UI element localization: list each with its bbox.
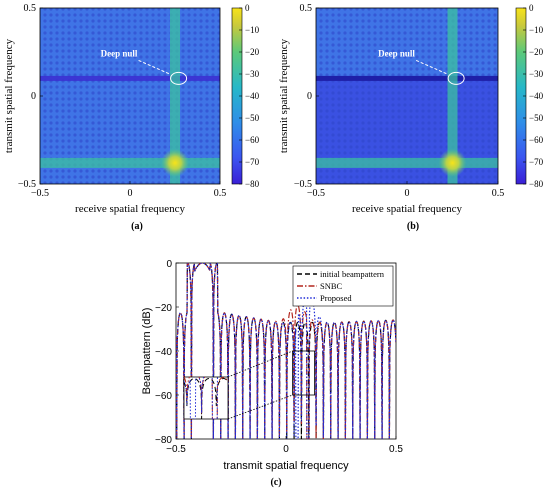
colorbar-tick-label: −60 — [529, 135, 544, 145]
deep-null-label-b: Deep null — [378, 48, 415, 58]
colorbar-tick-label: −60 — [245, 135, 260, 145]
y-axis-label-c: Beampattern (dB) — [141, 308, 153, 395]
y-axis-label-a: transmit spatial frequency — [3, 38, 15, 153]
y-tick-label: −0.5 — [294, 179, 312, 190]
x-tick-labels-b: −0.5 0 0.5 — [307, 181, 504, 199]
x-tick-label: −0.5 — [166, 444, 186, 455]
x-tick-label: 0 — [405, 188, 410, 199]
x-tick-label: 0.5 — [492, 188, 505, 199]
legend-label-1: initial beampattern — [320, 269, 385, 279]
colorbar-tick-label: 0 — [529, 3, 534, 13]
x-tick-labels-c: −0.5 0 0.5 — [166, 436, 403, 455]
inset-series-line-2 — [184, 377, 228, 419]
y-tick-label: −0.5 — [18, 179, 36, 190]
panel-c: initial beampattern SNBC Proposed −0.5 0 0.5… — [141, 259, 403, 488]
deep-null-arrow-b — [415, 59, 449, 75]
x-tick-labels-a: −0.5 0 0.5 — [31, 181, 226, 199]
zoom-connector-top — [227, 350, 293, 378]
y-tick-label: −80 — [155, 435, 172, 446]
y-tick-label: 0 — [166, 259, 172, 270]
heatmap-a-row-band — [40, 157, 220, 168]
heatmap-b-column-band — [447, 8, 458, 184]
colorbar-tick-label: −40 — [245, 91, 260, 101]
colorbar-tick-label: −10 — [529, 25, 544, 35]
y-tick-labels-c: 0 −20 −40 −60 −80 — [155, 259, 179, 446]
x-tick-label: 0.5 — [214, 188, 227, 199]
inset-series-line-1 — [184, 378, 228, 419]
colorbar-tick-label: −70 — [245, 157, 260, 167]
deep-null-label-a: Deep null — [101, 48, 138, 58]
colorbar-tick-label: −20 — [245, 47, 260, 57]
legend-label-3: Proposed — [320, 293, 352, 303]
plot-c-series — [176, 263, 396, 439]
zoom-box — [292, 350, 316, 396]
y-tick-labels-a: 0.5 0 −0.5 — [18, 3, 43, 190]
legend: initial beampattern SNBC Proposed — [297, 269, 385, 303]
colorbar-tick-label: −80 — [245, 179, 260, 189]
y-axis-label-b: transmit spatial frequency — [278, 38, 290, 153]
panel-b: Deep null −0.5 0 0.5 0.5 0 −0.5 receive spat… — [278, 3, 544, 232]
legend-label-2: SNBC — [320, 281, 343, 291]
y-tick-label: 0 — [31, 91, 36, 102]
x-axis-label-b: receive spatial frequency — [352, 203, 462, 215]
deep-null-circle-a — [170, 71, 188, 85]
colorbar-tick-label: −50 — [529, 113, 544, 123]
colorbar-tick-label: −40 — [529, 91, 544, 101]
colorbar-tick-label: −20 — [529, 47, 544, 57]
x-axis-label-c: transmit spatial frequency — [223, 460, 349, 472]
y-tick-label: −60 — [155, 391, 172, 402]
x-tick-label: −0.5 — [307, 188, 325, 199]
zoom-connector-bottom — [227, 394, 293, 420]
colorbar-tick-label: −80 — [529, 179, 544, 189]
x-axis-label-a: receive spatial frequency — [75, 203, 185, 215]
heatmap-a-null-band — [40, 75, 220, 81]
series-line-3 — [176, 263, 396, 439]
colorbar-ticks-b: 0 −10 −20 −30 −40 −50 −60 −70 −80 — [523, 3, 544, 189]
x-tick-label: 0 — [283, 444, 289, 455]
heatmap-b-mainlobe — [438, 148, 467, 177]
y-tick-label: −40 — [155, 347, 172, 358]
colorbar-tick-label: −50 — [245, 113, 260, 123]
x-tick-label: 0 — [128, 188, 133, 199]
panel-label-a: (a) — [131, 221, 143, 232]
heatmap-a-column-band — [170, 8, 180, 184]
colorbar-tick-label: −30 — [529, 69, 544, 79]
panel-label-c: (c) — [270, 477, 281, 488]
y-tick-label: 0.5 — [24, 3, 37, 14]
y-tick-labels-b: 0.5 0 −0.5 — [294, 3, 319, 190]
deep-null-arrow-a — [138, 59, 171, 75]
heatmap-a-mainlobe — [161, 148, 189, 177]
x-tick-label: 0.5 — [389, 444, 403, 455]
panel-a: Deep null −0.5 0 0.5 0.5 0 −0.5 receive spat… — [3, 3, 260, 232]
heatmap-b-row-band — [316, 157, 498, 168]
panel-label-b: (b) — [407, 221, 419, 232]
inset-frame — [183, 376, 229, 420]
colorbar-tick-label: −30 — [245, 69, 260, 79]
colorbar-tick-label: −70 — [529, 157, 544, 167]
colorbar-tick-label: −10 — [245, 25, 260, 35]
deep-null-circle-b — [447, 71, 465, 85]
colorbar-tick-label: 0 — [245, 3, 250, 13]
heatmap-b-null-band — [316, 75, 498, 81]
y-tick-label: 0.5 — [300, 3, 313, 14]
colorbar-ticks-a: 0 −10 −20 −30 −40 −50 −60 −70 −80 — [239, 3, 260, 189]
heatmap-a-grid-texture — [40, 8, 220, 184]
y-tick-label: −20 — [155, 303, 172, 314]
y-tick-label: 0 — [307, 91, 312, 102]
heatmap-b-grid-texture — [316, 8, 498, 184]
inset-series — [184, 377, 228, 419]
x-tick-label: −0.5 — [31, 188, 49, 199]
